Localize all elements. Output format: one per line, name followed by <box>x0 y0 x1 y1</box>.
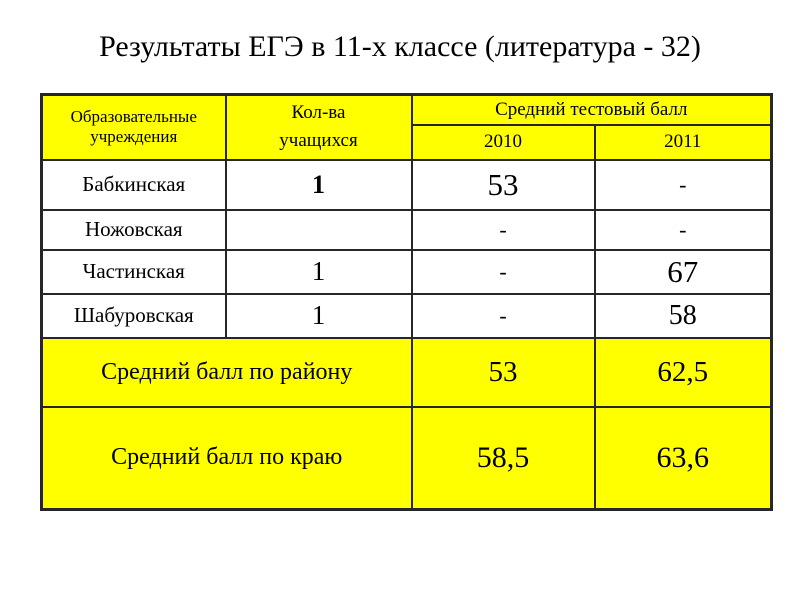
summary-row-district: Средний балл по району 53 62,5 <box>40 336 773 408</box>
header-students: Кол-ва учащихся <box>224 93 413 161</box>
institution-name-cell: Бабкинская <box>40 158 227 211</box>
summary-row-region: Средний балл по краю 58,5 63,6 <box>40 405 773 511</box>
header-year-2011: 2011 <box>593 123 773 161</box>
table-row: Частинская 1 - 67 <box>40 248 773 295</box>
table-row: Бабкинская 1 53 - <box>40 158 773 211</box>
summary-label-cell: Средний балл по району <box>40 336 413 408</box>
table-row: Ножовская - - <box>40 208 773 251</box>
students-count-cell: 1 <box>224 158 413 211</box>
slide-title: Результаты ЕГЭ в 11-х классе (литература… <box>99 30 701 63</box>
students-count-cell: 1 <box>224 248 413 295</box>
header-year-2010: 2010 <box>410 123 596 161</box>
score-2010-cell: - <box>410 292 596 339</box>
summary-label-cell: Средний балл по краю <box>40 405 413 511</box>
score-2010-cell: 53 <box>410 158 596 211</box>
header-row-years: 2010 2011 <box>42 123 773 161</box>
results-table: Образовательные учреждения Кол-ва учащих… <box>40 93 774 511</box>
score-2010-cell: - <box>410 208 596 251</box>
header-row-top: Образовательные учреждения Кол-ва учащих… <box>40 93 773 161</box>
institution-name-cell: Частинская <box>40 248 227 295</box>
students-count-cell: 1 <box>224 292 413 339</box>
institution-name-cell: Шабуровская <box>40 292 227 339</box>
institution-name-cell: Ножовская <box>40 208 227 251</box>
summary-score-2011-cell: 62,5 <box>593 336 773 408</box>
score-2011-cell: 58 <box>593 292 773 339</box>
score-2011-cell: 67 <box>593 248 773 295</box>
summary-score-2010-cell: 58,5 <box>410 405 596 511</box>
table-row: Шабуровская 1 - 58 <box>40 292 773 339</box>
score-2010-cell: - <box>410 248 596 295</box>
summary-score-2010-cell: 53 <box>410 336 596 408</box>
score-2011-cell: - <box>593 158 773 211</box>
header-score-group: Средний тестовый балл <box>410 93 773 126</box>
header-institution: Образовательные учреждения <box>40 93 227 161</box>
score-2011-cell: - <box>593 208 773 251</box>
students-count-cell <box>224 208 413 251</box>
summary-score-2011-cell: 63,6 <box>593 405 773 511</box>
